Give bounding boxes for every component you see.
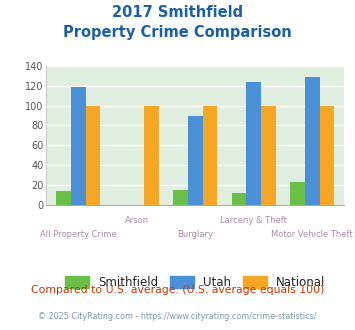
Text: Larceny & Theft: Larceny & Theft (220, 216, 287, 225)
Text: 2017 Smithfield: 2017 Smithfield (112, 5, 243, 20)
Bar (290, 182, 305, 205)
Bar (71, 87, 86, 205)
Bar (232, 193, 246, 205)
Text: Burglary: Burglary (177, 230, 213, 239)
Bar (86, 106, 100, 205)
Bar (173, 190, 188, 205)
Text: Motor Vehicle Theft: Motor Vehicle Theft (271, 230, 353, 239)
Text: Compared to U.S. average. (U.S. average equals 100): Compared to U.S. average. (U.S. average … (31, 285, 324, 295)
Bar (305, 77, 320, 205)
Bar (261, 106, 275, 205)
Bar (56, 191, 71, 205)
Bar (144, 106, 159, 205)
Text: © 2025 CityRating.com - https://www.cityrating.com/crime-statistics/: © 2025 CityRating.com - https://www.city… (38, 312, 317, 321)
Legend: Smithfield, Utah, National: Smithfield, Utah, National (60, 272, 330, 294)
Text: All Property Crime: All Property Crime (40, 230, 117, 239)
Bar (320, 106, 334, 205)
Bar (246, 82, 261, 205)
Text: Arson: Arson (125, 216, 149, 225)
Bar (203, 106, 217, 205)
Text: Property Crime Comparison: Property Crime Comparison (63, 25, 292, 40)
Bar (188, 116, 203, 205)
